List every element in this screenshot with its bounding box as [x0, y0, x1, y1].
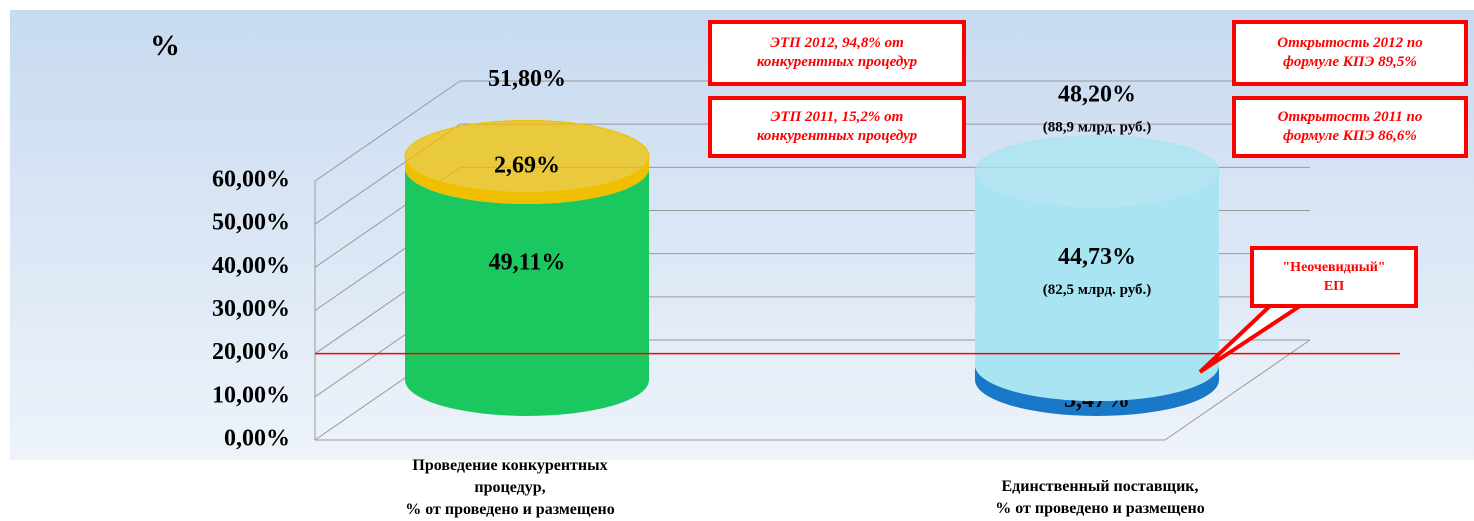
total-label: 48,20%: [1058, 81, 1136, 107]
value-label: 49,11%: [489, 250, 566, 276]
y-tick-label: 10,00%: [212, 382, 290, 408]
y-tick-label: 0,00%: [224, 426, 290, 452]
total-label: 51,80%: [488, 66, 566, 92]
value-label: 44,73%: [1058, 244, 1136, 270]
annotation-box: "Неочевидный" ЕП: [1250, 246, 1418, 308]
value-label: 2,69%: [494, 153, 560, 179]
cylinder-segment: [975, 171, 1219, 402]
total-note: (88,9 млрд. руб.): [1043, 119, 1152, 135]
y-tick-label: 50,00%: [212, 210, 290, 236]
axis-line: [1164, 339, 1311, 441]
y-tick-label: 20,00%: [212, 339, 290, 365]
cylinder-segment: [405, 168, 649, 416]
annotation-box: Открытость 2011 по формуле КПЭ 86,6%: [1232, 96, 1468, 158]
callout-pointer: [1198, 304, 1302, 374]
annotation-box: ЭТП 2011, 15,2% от конкурентных процедур: [708, 96, 966, 158]
grid-line: [314, 80, 461, 182]
segment-note: (82,5 млрд. руб.): [1043, 282, 1152, 298]
cylinder-top: [404, 119, 650, 193]
annotation-box: Открытость 2012 по формуле КПЭ 89,5%: [1232, 20, 1468, 86]
cylinder-top: [974, 135, 1220, 209]
cylinder-segment: [405, 156, 649, 204]
y-tick-label: 30,00%: [212, 296, 290, 322]
y-tick-label: 40,00%: [212, 253, 290, 279]
axis-label: %: [150, 29, 180, 62]
x-tick-label: Единственный поставщик, % от проведено и…: [995, 478, 1205, 517]
cylinder-segment: [975, 365, 1219, 416]
y-tick-label: 60,00%: [212, 167, 290, 193]
x-tick-label: Проведение конкурентных процедур, % от п…: [405, 457, 615, 518]
annotation-box: ЭТП 2012, 94,8% от конкурентных процедур: [708, 20, 966, 86]
